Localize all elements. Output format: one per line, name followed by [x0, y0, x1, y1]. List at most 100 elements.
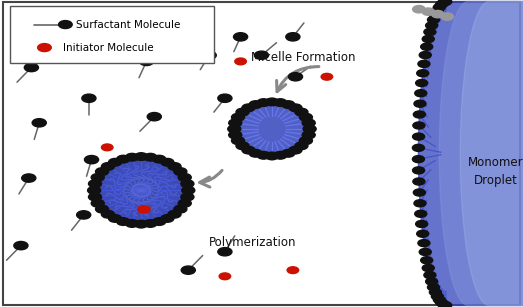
Circle shape — [182, 186, 195, 194]
Circle shape — [153, 218, 166, 225]
Circle shape — [232, 113, 245, 121]
Circle shape — [431, 7, 444, 14]
Text: Surfactant Molecule: Surfactant Molecule — [76, 20, 180, 29]
Circle shape — [436, 299, 448, 306]
Circle shape — [434, 4, 446, 11]
Circle shape — [286, 33, 300, 41]
Circle shape — [289, 146, 302, 154]
Circle shape — [434, 296, 446, 303]
Circle shape — [138, 206, 150, 213]
Polygon shape — [439, 2, 523, 305]
Circle shape — [135, 220, 147, 228]
Circle shape — [257, 99, 270, 107]
Circle shape — [117, 218, 130, 225]
Circle shape — [257, 151, 270, 159]
Circle shape — [413, 111, 425, 118]
Circle shape — [295, 108, 308, 116]
Circle shape — [178, 200, 191, 207]
Circle shape — [126, 154, 139, 161]
Circle shape — [415, 210, 427, 217]
Circle shape — [413, 122, 425, 129]
Circle shape — [229, 119, 242, 127]
Circle shape — [254, 51, 269, 60]
Circle shape — [38, 44, 51, 52]
Circle shape — [420, 43, 433, 50]
Circle shape — [168, 210, 181, 218]
Circle shape — [274, 151, 287, 159]
Circle shape — [147, 112, 161, 121]
Circle shape — [413, 189, 425, 196]
Text: Initiator Molecule: Initiator Molecule — [63, 43, 153, 52]
Circle shape — [249, 101, 262, 108]
Circle shape — [117, 155, 130, 163]
Circle shape — [79, 39, 93, 47]
Circle shape — [76, 211, 91, 219]
Circle shape — [299, 137, 312, 145]
Circle shape — [414, 100, 426, 107]
Circle shape — [235, 58, 246, 65]
Circle shape — [416, 220, 428, 227]
Circle shape — [441, 13, 453, 20]
Circle shape — [168, 163, 181, 170]
Circle shape — [219, 273, 231, 280]
Circle shape — [302, 131, 315, 139]
Circle shape — [144, 220, 157, 227]
Circle shape — [153, 155, 166, 163]
Circle shape — [232, 137, 245, 145]
Circle shape — [287, 267, 299, 274]
FancyBboxPatch shape — [3, 2, 520, 305]
Circle shape — [108, 158, 121, 166]
Circle shape — [84, 156, 98, 164]
Circle shape — [413, 167, 425, 174]
Circle shape — [174, 168, 187, 175]
Circle shape — [59, 21, 72, 29]
FancyBboxPatch shape — [10, 6, 214, 63]
Circle shape — [82, 94, 96, 103]
Circle shape — [302, 119, 315, 127]
Circle shape — [418, 239, 430, 247]
Circle shape — [436, 1, 448, 8]
Circle shape — [135, 153, 147, 161]
Circle shape — [440, 302, 452, 307]
Circle shape — [413, 6, 425, 13]
Circle shape — [321, 73, 333, 80]
Circle shape — [422, 36, 434, 43]
Circle shape — [422, 264, 434, 271]
Circle shape — [161, 158, 174, 166]
Circle shape — [229, 131, 242, 139]
Circle shape — [419, 52, 431, 59]
Circle shape — [126, 220, 139, 227]
Text: Micelle Formation: Micelle Formation — [251, 51, 356, 64]
Circle shape — [181, 193, 194, 201]
Circle shape — [274, 99, 287, 107]
Circle shape — [303, 125, 316, 133]
Circle shape — [140, 57, 154, 65]
Circle shape — [431, 293, 444, 300]
Circle shape — [426, 22, 438, 29]
Circle shape — [438, 0, 450, 6]
Polygon shape — [460, 2, 523, 305]
Text: Monomer
Droplet: Monomer Droplet — [468, 157, 523, 187]
Circle shape — [299, 113, 312, 121]
Circle shape — [174, 205, 187, 213]
Circle shape — [88, 186, 100, 194]
Circle shape — [413, 144, 425, 151]
Circle shape — [426, 278, 438, 285]
Circle shape — [282, 101, 295, 108]
Circle shape — [178, 173, 191, 181]
Circle shape — [295, 142, 308, 150]
Circle shape — [422, 8, 435, 15]
Ellipse shape — [234, 102, 310, 156]
Circle shape — [101, 163, 115, 170]
Circle shape — [24, 63, 39, 72]
Circle shape — [108, 215, 121, 222]
Circle shape — [413, 156, 425, 163]
Circle shape — [91, 200, 104, 207]
Circle shape — [101, 144, 113, 151]
Circle shape — [236, 108, 249, 116]
Circle shape — [218, 94, 232, 103]
Circle shape — [431, 10, 444, 18]
Ellipse shape — [94, 157, 188, 224]
Circle shape — [429, 11, 441, 18]
Circle shape — [143, 33, 155, 40]
